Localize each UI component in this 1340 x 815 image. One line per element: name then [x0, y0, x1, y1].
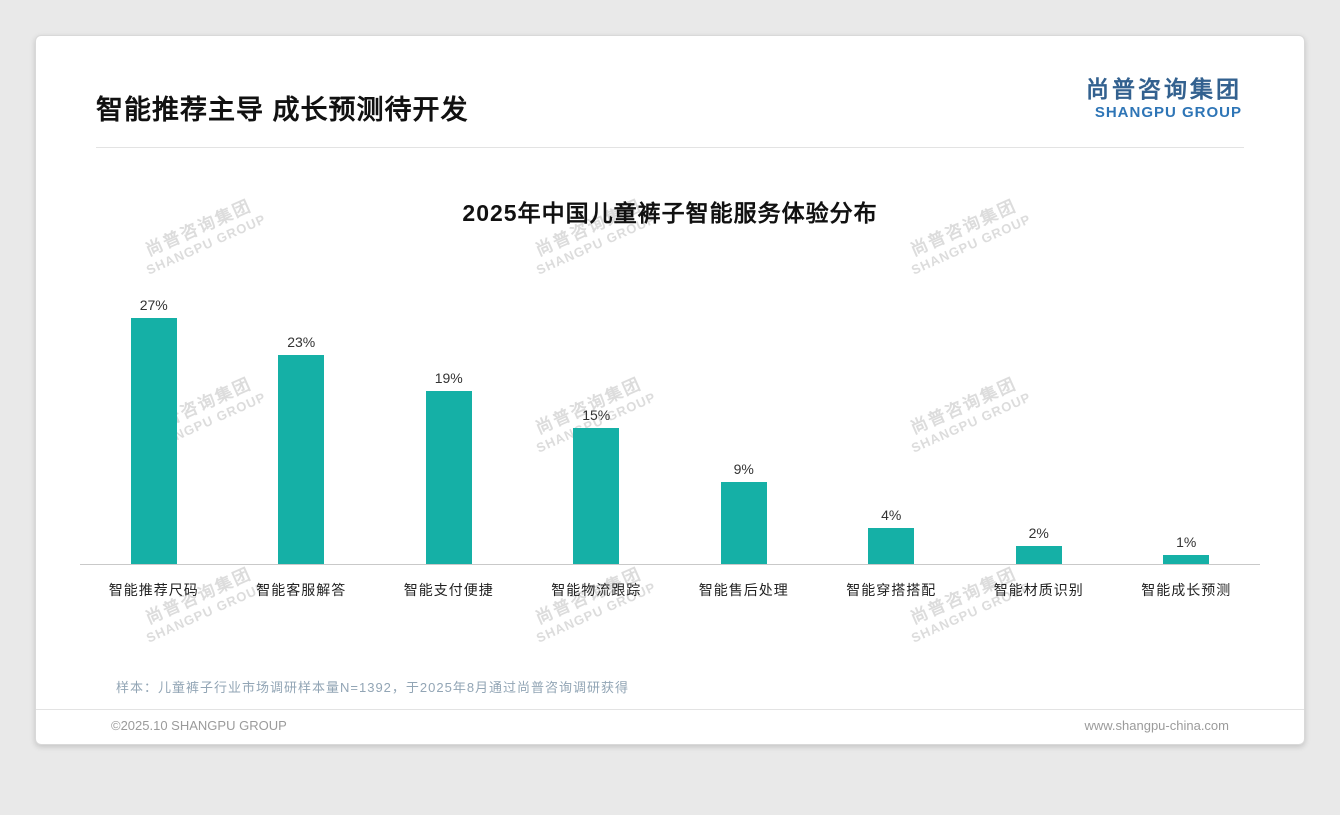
category-label: 智能客服解答	[256, 582, 347, 598]
header: 智能推荐主导 成长预测待开发 尚普咨询集团 SHANGPU GROUP	[36, 36, 1304, 127]
bar-chart: 27% 23% 19% 15% 9% 4% 2% 1% 智能推荐尺码 智能客服解答 智能支付便捷智…	[80, 242, 1260, 600]
bar-column: 27%	[80, 297, 228, 564]
bar-value-label: 19%	[434, 370, 463, 387]
bar-column: 15%	[523, 406, 671, 564]
bar	[278, 354, 325, 564]
category-label: 智能物流跟踪	[551, 582, 642, 598]
bar-value-label: 4%	[881, 506, 902, 523]
bar	[868, 527, 915, 564]
header-divider	[96, 147, 1244, 148]
bar	[720, 482, 767, 564]
category-row: 智能推荐尺码 智能客服解答 智能支付便捷 智能物流跟踪 智能售后处理 智能穿搭搭配 智能材质…	[80, 565, 1260, 600]
chart-title: 2025年中国儿童裤子智能服务体验分布	[462, 200, 878, 226]
footer-divider	[36, 709, 1304, 710]
category-label: 智能成长预测	[1141, 582, 1232, 598]
bar-column: 2%	[965, 525, 1113, 564]
page-title: 智能推荐主导 成长预测待开发	[96, 95, 469, 125]
footer-copyright: ©2025.10 SHANGPU GROUP	[111, 718, 287, 733]
category-label: 智能材质识别	[993, 582, 1084, 598]
bar	[1015, 545, 1062, 564]
category-label: 智能售后处理	[698, 582, 789, 598]
bar-column: 4%	[818, 507, 966, 564]
category-label: 智能推荐尺码	[108, 582, 199, 598]
company-logo: 尚普咨询集团 SHANGPU GROUP	[1086, 76, 1242, 122]
logo-text-en: SHANGPU GROUP	[1094, 104, 1242, 122]
category-label: 智能穿搭搭配	[846, 582, 937, 598]
plot: 27% 23% 19% 15% 9% 4% 2% 1%	[80, 242, 1260, 565]
slide-card: 尚普咨询集团 SHANGPU GROUP 尚普咨询集团 SHANGPU GROUP 尚普…	[35, 35, 1305, 745]
bar-value-label: 27%	[139, 297, 168, 314]
logo-text-cn: 尚普咨询集团	[1086, 76, 1242, 102]
bar-value-label: 2%	[1028, 524, 1049, 541]
bar-value-label: 15%	[582, 406, 611, 423]
bar-column: 9%	[670, 461, 818, 564]
bar-value-label: 23%	[287, 333, 316, 350]
category-label: 智能支付便捷	[403, 582, 494, 598]
bar	[573, 427, 620, 564]
sample-note: 样本：儿童裤子行业市场调研样本量N=1392，于2025年8月通过尚普咨询调研获…	[116, 680, 630, 695]
bar-column: 19%	[375, 370, 523, 564]
bar-value-label: 9%	[733, 461, 754, 478]
footer-website: www.shangpu-china.com	[1084, 718, 1229, 733]
bar-value-label: 1%	[1176, 533, 1197, 550]
bar	[130, 318, 177, 564]
bar-column: 23%	[228, 334, 376, 564]
bar	[425, 391, 472, 564]
bar-column: 1%	[1113, 534, 1261, 564]
bar	[1163, 554, 1210, 564]
